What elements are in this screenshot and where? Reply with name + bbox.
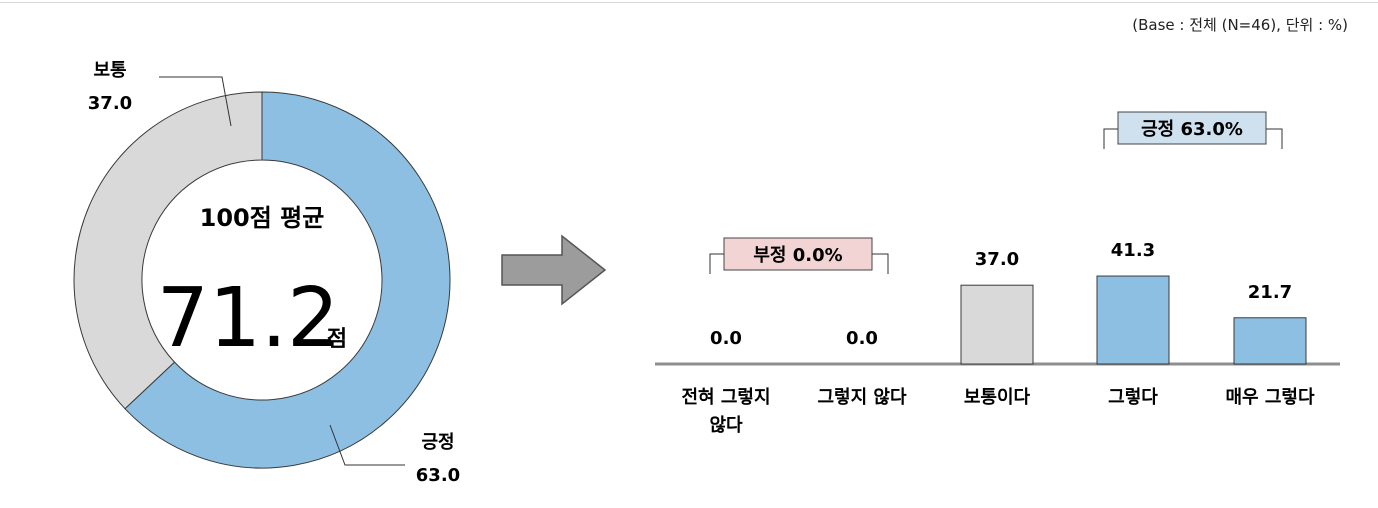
bar-value-label: 0.0	[710, 328, 742, 349]
donut-label-name: 긍정	[421, 432, 454, 453]
group-box	[723, 237, 873, 271]
category-label: 보통이다	[964, 387, 1031, 408]
donut-callout-geung-jeong: 긍정 63.0	[329, 424, 460, 486]
donut-center-value: 71.2	[157, 271, 340, 366]
group-bracket-right	[872, 253, 889, 274]
group-bracket-left	[1103, 128, 1118, 149]
category-label: 매우 그렇다	[1225, 387, 1315, 408]
donut-label-value: 63.0	[416, 465, 460, 486]
donut-label-name: 보통	[93, 60, 126, 81]
donut-label-value: 37.0	[88, 93, 132, 114]
category-label: 전혀 그렇지	[681, 387, 770, 408]
donut-segment-1	[73, 91, 263, 410]
bar-group-labels: 부정 0.0% 긍정 63.0%	[709, 111, 1283, 274]
group-label-0: 부정 0.0%	[709, 237, 889, 274]
bar-value-label: 21.7	[1248, 282, 1292, 303]
category-label: 그렇지 않다	[817, 387, 907, 408]
bar-value-label: 41.3	[1111, 240, 1155, 261]
group-text: 긍정 63.0%	[1141, 119, 1243, 140]
top-divider	[0, 2, 1378, 3]
bar-4	[1233, 317, 1307, 365]
group-bracket-left	[709, 253, 724, 274]
bar-value-label: 37.0	[975, 249, 1019, 270]
bar-3	[1096, 275, 1170, 365]
bar-value-label: 0.0	[846, 328, 878, 349]
base-note: (Base : 전체 (N=46), 단위 : %)	[1132, 16, 1348, 34]
bar-2	[960, 284, 1034, 365]
donut-center-unit: 점	[327, 327, 347, 352]
group-bracket-right	[1266, 128, 1283, 149]
donut-chart	[73, 91, 451, 469]
category-label: 그렇다	[1108, 387, 1158, 408]
right-arrow-icon	[501, 234, 607, 306]
category-label: 않다	[709, 415, 743, 436]
donut-segment-0	[124, 91, 451, 469]
group-box	[1117, 111, 1267, 145]
donut-center-title: 100점 평균	[200, 204, 325, 232]
group-text: 부정 0.0%	[753, 245, 842, 266]
group-label-1: 긍정 63.0%	[1103, 111, 1283, 149]
donut-callout-bo-tong: 보통 37.0	[88, 60, 232, 127]
